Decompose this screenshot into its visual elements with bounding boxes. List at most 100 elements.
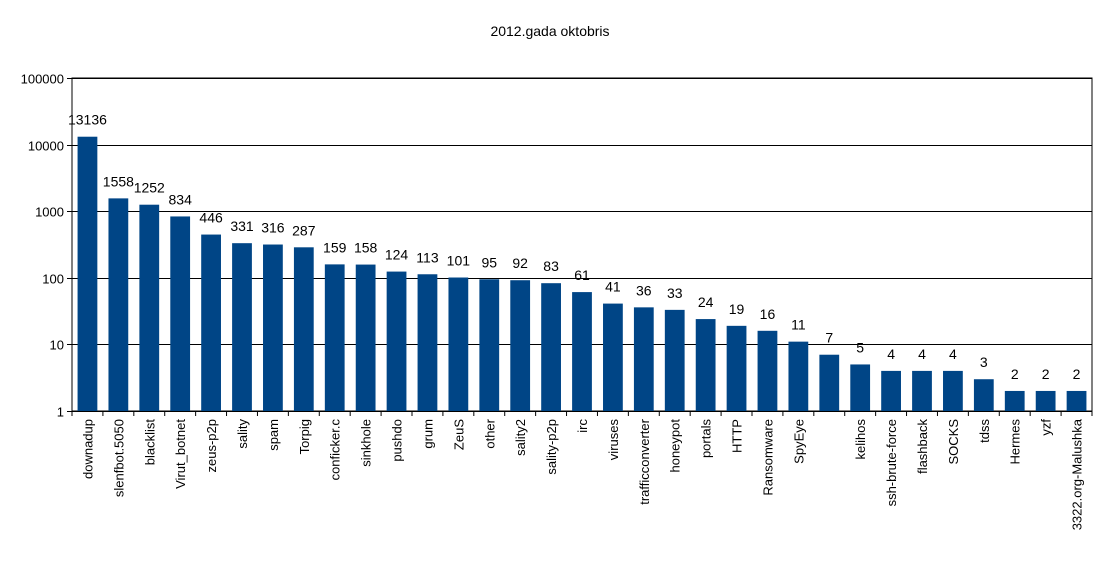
data-label: 3 — [980, 354, 988, 370]
category-label: tdss — [977, 419, 992, 443]
category-label: HTTP — [730, 419, 745, 453]
data-label: 331 — [230, 218, 254, 234]
bar — [695, 319, 716, 411]
category-label: trafficconverter — [637, 418, 652, 504]
bar — [201, 234, 221, 411]
bar — [603, 303, 623, 411]
bar — [417, 274, 438, 411]
category-label: SOCKS — [946, 419, 961, 465]
y-tick-label: 1 — [57, 405, 64, 420]
category-label: honeypot — [668, 419, 683, 473]
category-label: slenfbot.5050 — [111, 419, 126, 497]
bar — [324, 264, 345, 411]
data-label: 95 — [481, 254, 497, 270]
bar — [479, 279, 500, 411]
category-label: pushdo — [390, 419, 405, 462]
data-label: 1252 — [134, 180, 165, 196]
category-label: Virut_botnet — [173, 419, 188, 489]
category-label: sinkhole — [359, 419, 374, 467]
bar — [293, 247, 314, 411]
data-label: 4 — [887, 346, 895, 362]
y-tick-label: 10000 — [28, 139, 64, 154]
data-label: 2 — [1042, 366, 1050, 382]
data-label: 16 — [760, 306, 776, 322]
bar — [664, 309, 685, 411]
category-label: viruses — [606, 419, 621, 461]
data-label: 834 — [169, 191, 193, 207]
bar — [170, 216, 191, 411]
data-label: 92 — [512, 255, 528, 271]
bar — [633, 307, 654, 411]
bar — [448, 277, 469, 411]
bar — [819, 354, 840, 411]
data-label: 13136 — [68, 112, 107, 128]
bar — [881, 370, 901, 411]
category-label: ssh-brute-force — [884, 419, 899, 506]
bar — [912, 370, 932, 411]
category-label: SpyEye — [791, 419, 806, 464]
bar — [973, 379, 994, 411]
data-label: 19 — [729, 301, 745, 317]
data-label: 36 — [636, 282, 652, 298]
bar — [386, 271, 407, 411]
data-label: 1558 — [103, 173, 134, 189]
data-label: 316 — [261, 220, 285, 236]
bar — [726, 325, 747, 411]
data-label: 61 — [574, 267, 590, 283]
bar — [77, 136, 98, 411]
data-label: 24 — [698, 294, 714, 310]
category-label: sality-p2p — [544, 419, 559, 475]
data-label: 83 — [543, 258, 559, 274]
data-label: 124 — [385, 247, 409, 263]
category-label: grum — [420, 419, 435, 449]
data-label: 446 — [199, 210, 223, 226]
chart-title: 2012.gada oktobris — [490, 23, 609, 39]
data-label: 5 — [856, 339, 864, 355]
bar — [572, 292, 592, 411]
data-label: 7 — [825, 330, 833, 346]
data-label: 4 — [949, 346, 957, 362]
data-label: 2 — [1011, 366, 1019, 382]
data-label: 287 — [292, 222, 316, 238]
category-label: Hermes — [1008, 419, 1023, 465]
y-tick-label: 10 — [50, 338, 64, 353]
bar — [757, 330, 778, 411]
data-label: 159 — [323, 239, 347, 255]
data-label: 41 — [605, 279, 621, 295]
bar — [355, 264, 376, 411]
bar — [788, 341, 809, 411]
bar — [232, 243, 252, 411]
category-label: blacklist — [142, 419, 157, 466]
y-tick-label: 100 — [42, 272, 64, 287]
data-label: 11 — [791, 317, 806, 333]
category-label: conficker.c — [328, 419, 343, 481]
bar — [1004, 390, 1025, 411]
category-label: other — [482, 418, 497, 448]
category-label: 3322.org-Malushka — [1070, 418, 1085, 530]
category-label: sality2 — [513, 419, 528, 456]
bar — [1066, 390, 1087, 411]
bar — [943, 370, 963, 411]
category-label: flashback — [915, 419, 930, 474]
category-label: Ransomware — [760, 419, 775, 496]
bar — [510, 280, 531, 411]
bar — [541, 283, 561, 411]
category-label: kelihos — [853, 419, 868, 460]
bar — [1035, 390, 1056, 411]
category-label: downadup — [80, 419, 95, 479]
category-label: portals — [699, 419, 714, 459]
category-label: zeus-p2p — [204, 419, 219, 472]
category-label: spam — [266, 419, 281, 451]
bar — [850, 364, 871, 411]
data-label: 113 — [416, 249, 439, 265]
data-label: 2 — [1073, 366, 1081, 382]
bar — [139, 204, 160, 411]
category-label: irc — [575, 419, 590, 433]
y-tick-label: 1000 — [35, 205, 64, 220]
y-tick-label: 100000 — [21, 72, 64, 87]
category-label: ZeuS — [451, 419, 466, 450]
category-label: Torpig — [297, 419, 312, 454]
data-label: 158 — [354, 240, 378, 256]
category-label: yzf — [1039, 419, 1054, 436]
